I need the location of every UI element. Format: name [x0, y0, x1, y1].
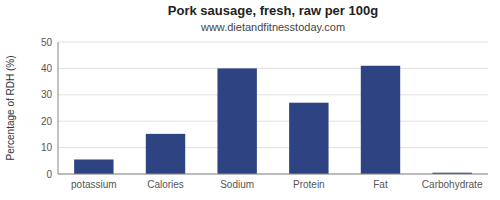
subtitle: www.dietandfitnesstoday.com: [200, 21, 345, 33]
bar: [217, 68, 256, 174]
x-tick-label: Carbohydrate: [422, 179, 483, 190]
x-tick-label: potassium: [71, 179, 117, 190]
grid-line: [58, 68, 488, 69]
y-axis-label: Percentage of RDH (%): [5, 55, 16, 160]
grid-line: [58, 147, 488, 148]
y-tick-label: 50: [41, 37, 53, 48]
chart-container: Pork sausage, fresh, raw per 100g www.die…: [0, 0, 500, 200]
grid-line: [58, 121, 488, 122]
x-tick-label: Sodium: [220, 179, 254, 190]
chart: Pork sausage, fresh, raw per 100g www.die…: [0, 0, 500, 200]
bar: [361, 66, 400, 174]
grid-line: [58, 174, 488, 175]
y-tick-label: 40: [41, 63, 53, 74]
grid-line: [58, 94, 488, 95]
x-axis: potassium Calories Sodium Protein Fat Carbohy…: [71, 179, 483, 190]
bar: [74, 159, 113, 174]
y-axis-line: [58, 42, 59, 174]
plot-area: [58, 42, 488, 174]
grid-line: [58, 42, 488, 43]
y-tick-label: 10: [41, 142, 53, 153]
x-tick-label: Calories: [147, 179, 184, 190]
y-tick-label: 0: [46, 169, 52, 180]
y-axis: 0 10 20 30 40 50: [41, 37, 488, 180]
title: Pork sausage, fresh, raw per 100g: [168, 3, 378, 18]
y-tick-label: 20: [41, 116, 53, 127]
x-axis-line: [58, 174, 488, 175]
bar: [289, 103, 328, 174]
bars: [74, 66, 472, 174]
x-tick-label: Fat: [373, 179, 388, 190]
y-tick-label: 30: [41, 89, 53, 100]
x-tick-label: Protein: [293, 179, 325, 190]
bar: [146, 134, 185, 174]
